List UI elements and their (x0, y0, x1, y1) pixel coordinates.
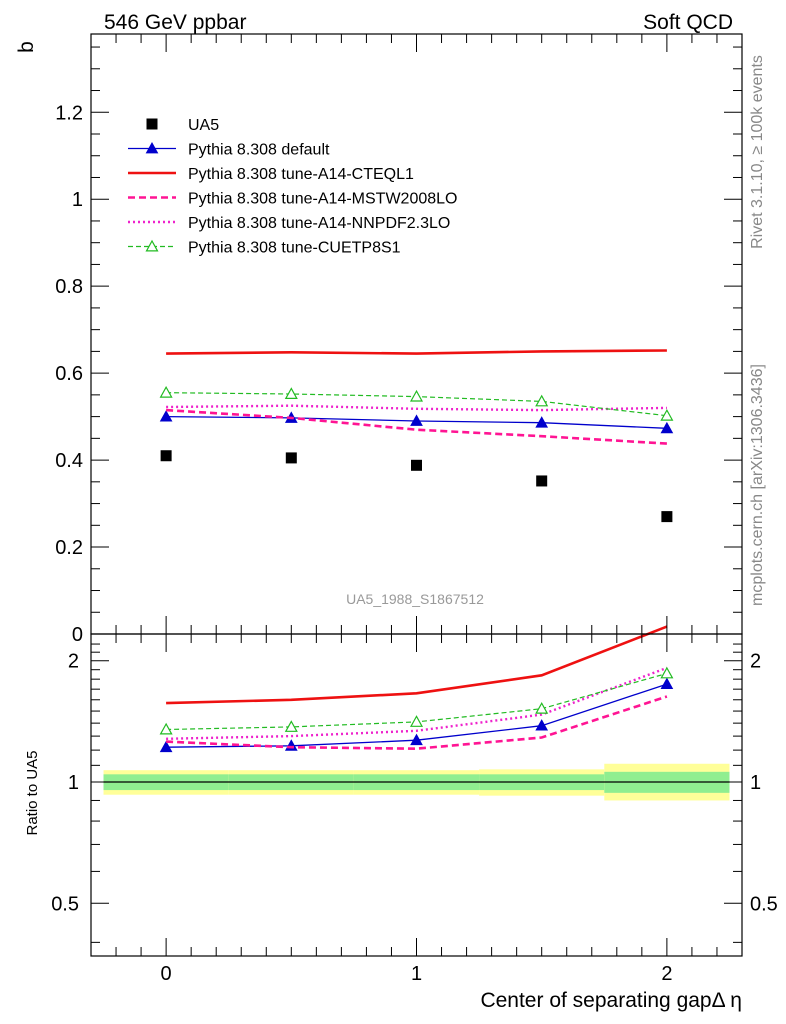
main-default-marker-2 (410, 414, 423, 426)
ratio-default-marker-4 (660, 677, 674, 689)
main-default-marker-0 (159, 410, 173, 422)
legend-cuetp8s1-marker (145, 239, 159, 252)
legend-nnpdf-label: Pythia 8.308 tune-A14-NNPDF2.3LO (188, 215, 450, 232)
ratio-ytick-label: 0.5 (51, 893, 79, 915)
main-ua5-marker-3 (536, 475, 548, 487)
rivet-version-label: Rivet 3.1.10, ≥ 100k events (749, 55, 766, 249)
legend-default-label: Pythia 8.308 default (188, 142, 330, 159)
axes-group: 0 0.2 0.4 0.6 0.8 1 1.2 0 1 2 0.5 0.5 1 1 2 2 (51, 33, 778, 985)
main-ytick-label: 0.8 (55, 276, 83, 298)
ratio-cuetp8s1-marker-4 (660, 666, 674, 679)
main-ytick-label: 0.6 (55, 363, 83, 385)
ratio-ytick-label-right: 2 (750, 651, 761, 673)
legend: UA5 Pythia 8.308 default Pythia 8.308 tune… (128, 117, 457, 257)
ratio-cuetp8s1-marker-1 (284, 720, 298, 732)
main-ua5-marker-2 (411, 459, 422, 471)
ratio-ytick-label-right: 1 (750, 772, 761, 794)
ratio-nnpdf-line (166, 666, 668, 740)
ratio-default-marker-2 (410, 733, 423, 746)
ratio-cteql1-line (166, 625, 668, 705)
main-default-marker-3 (535, 416, 549, 428)
main-ua5-marker-0 (160, 450, 172, 462)
main-mstw-line (166, 408, 667, 445)
main-cuetp8s1-marker-4 (660, 409, 674, 421)
ratio-ylabel: Ratio to UA5 (24, 750, 41, 835)
mcplots-source-label: mcplots.cern.ch [arXiv:1306.3436] (749, 364, 766, 606)
main-cuetp8s1-marker-3 (535, 394, 549, 407)
header-right: Soft QCD (643, 11, 733, 34)
ratio-cuetp8s1-marker-3 (535, 702, 549, 714)
main-default-marker-4 (660, 421, 674, 434)
legend-cteql1-label: Pythia 8.308 tune-A14-CTEQL1 (188, 166, 414, 183)
main-ua5-marker-4 (661, 511, 673, 523)
xtick-label: 2 (661, 963, 672, 985)
ratio-mstw-line (166, 695, 668, 751)
main-cteql1-line (166, 349, 667, 355)
legend-mstw-label: Pythia 8.308 tune-A14-MSTW2008LO (188, 191, 457, 208)
xtick-label: 1 (411, 963, 422, 985)
ratio-ytick-label-right: 0.5 (750, 893, 778, 915)
main-ylabel: b (15, 41, 38, 53)
main-cuetp8s1-marker-2 (409, 389, 424, 402)
ratio-cuetp8s1-marker-0 (159, 722, 173, 735)
ratio-cuetp8s1-marker-2 (409, 715, 424, 727)
main-ua5-marker-1 (285, 452, 297, 464)
legend-ua5-label: UA5 (188, 117, 219, 134)
main-ytick-label: 1 (72, 189, 83, 211)
main-cuetp8s1-marker-0 (159, 385, 173, 398)
legend-cuetp8s1-label: Pythia 8.308 tune-CUETP8S1 (188, 240, 401, 257)
x-axis-label: Center of separating gapΔ η (480, 989, 742, 1012)
xtick-label: 0 (161, 963, 172, 985)
ratio-default-marker-0 (159, 740, 173, 753)
main-ytick-label: 0.2 (55, 537, 83, 559)
ratio-default-marker-3 (535, 719, 549, 731)
main-series-group (159, 349, 674, 523)
legend-ua5-marker (146, 118, 158, 130)
main-ytick-label: 0 (72, 624, 83, 646)
legend-default-marker (145, 141, 159, 154)
ratio-ytick-label: 1 (68, 772, 79, 794)
main-nnpdf-line (166, 404, 667, 412)
analysis-watermark: UA5_1988_S1867512 (346, 591, 484, 607)
ratio-series-group (159, 625, 674, 753)
main-cuetp8s1-marker-1 (284, 387, 298, 399)
main-ytick-label: 0.4 (55, 450, 83, 472)
header-left: 546 GeV ppbar (104, 11, 246, 34)
ratio-ytick-label: 2 (68, 651, 79, 673)
main-ytick-label: 1.2 (55, 102, 83, 124)
